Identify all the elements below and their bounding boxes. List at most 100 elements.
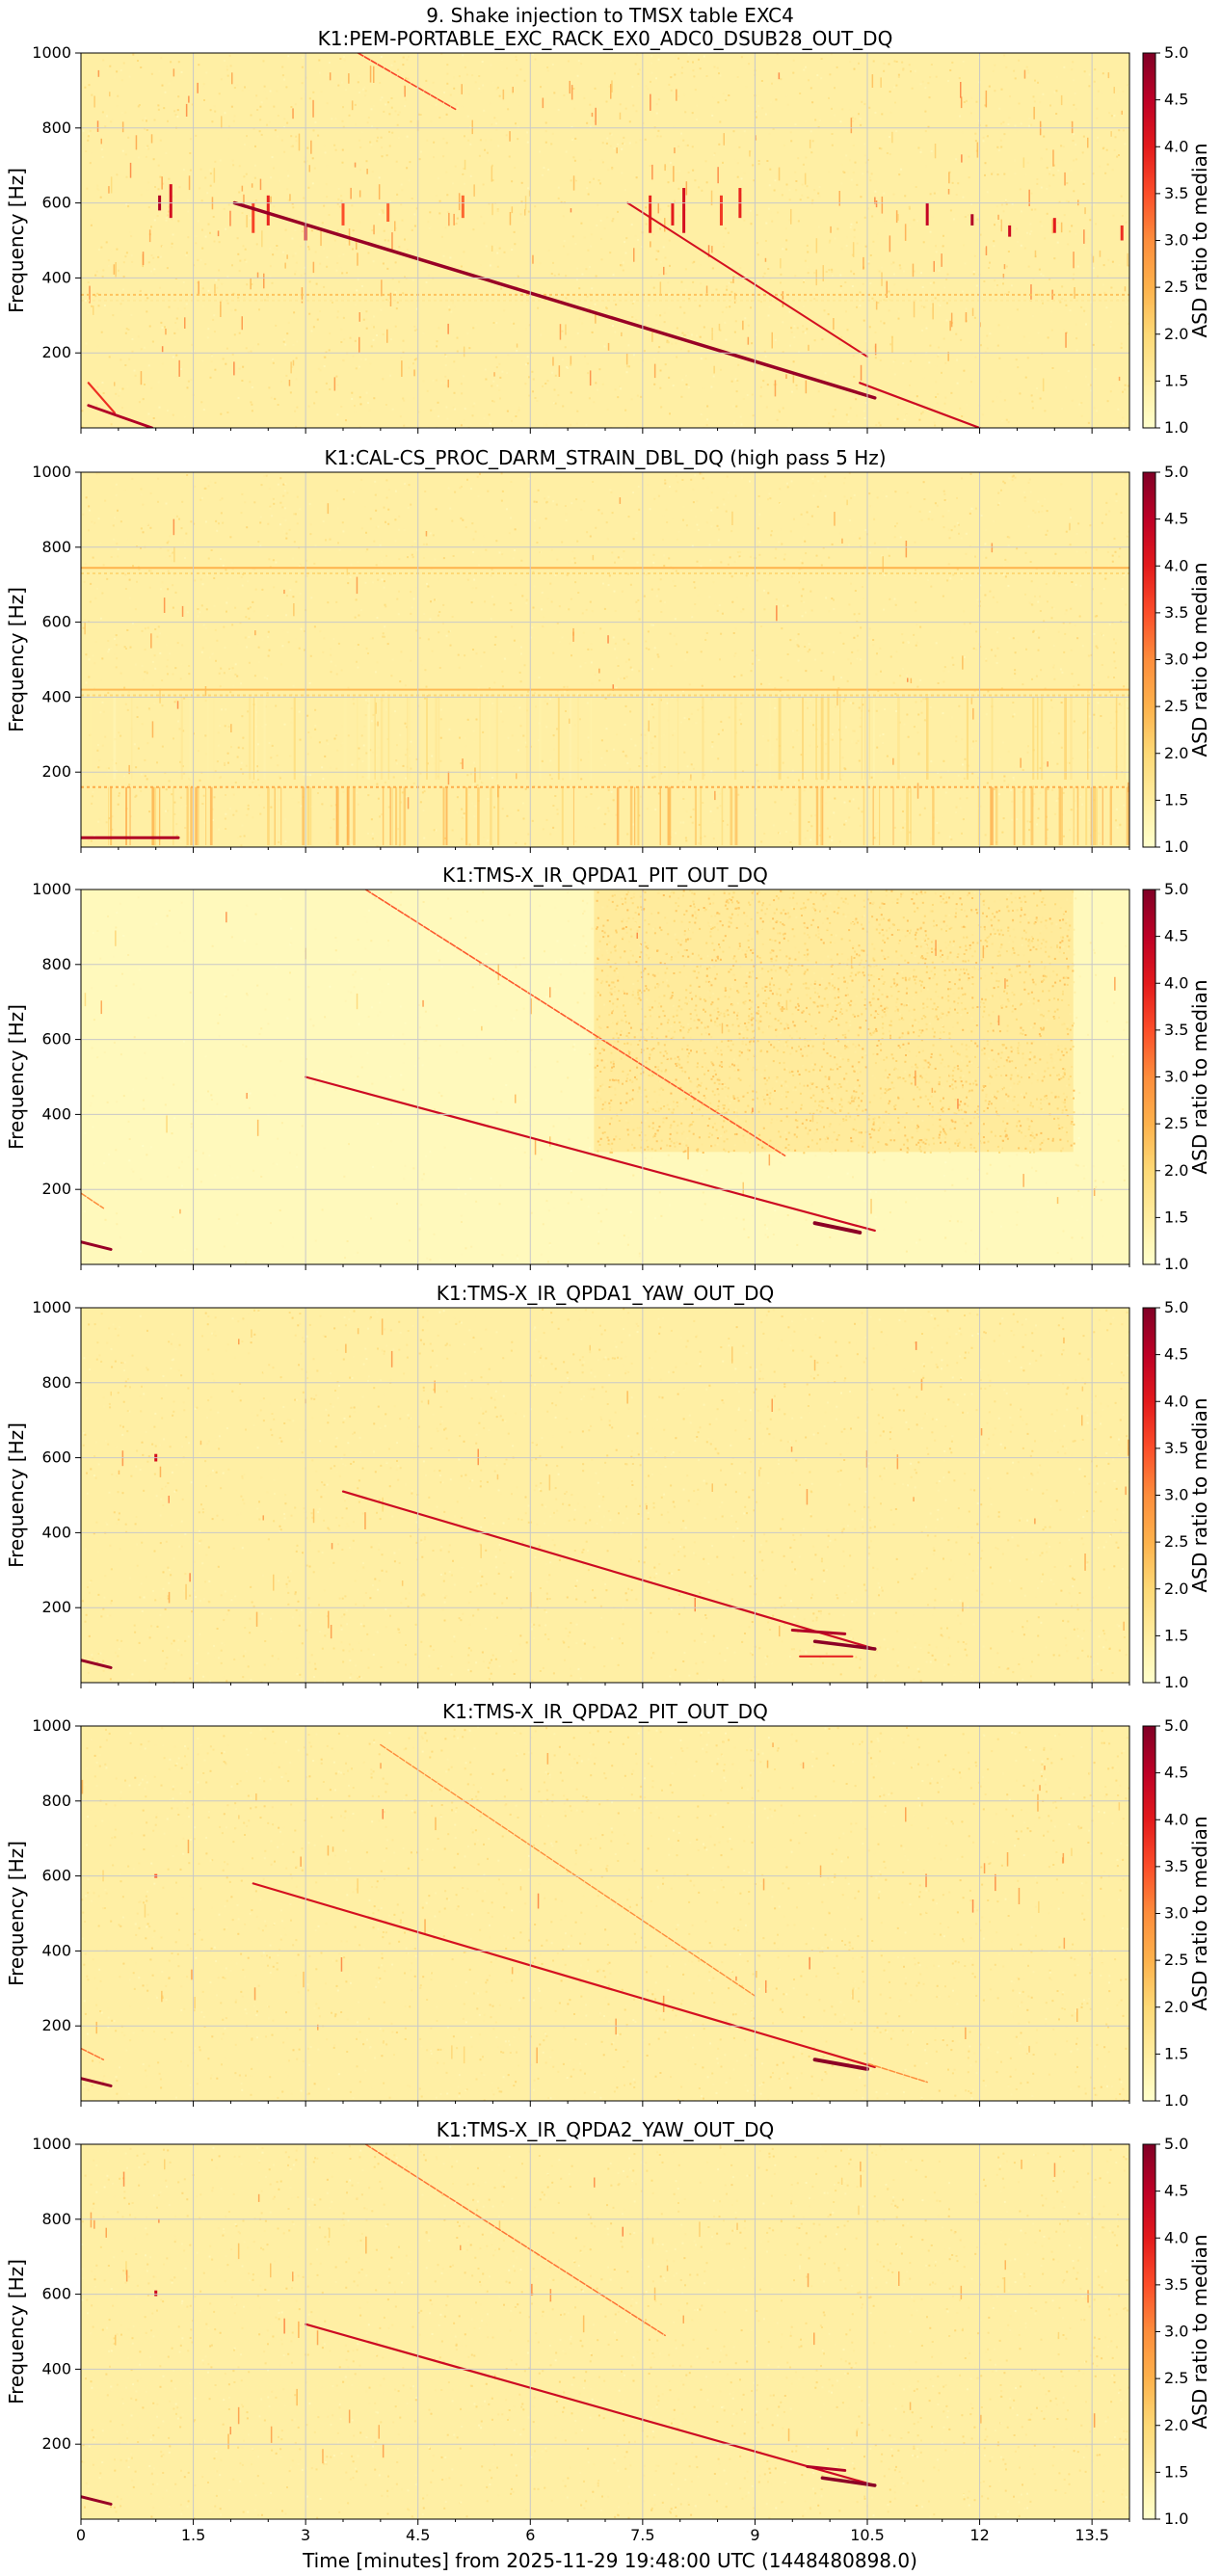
panel-4-ytick-label: 1000 — [32, 1716, 71, 1735]
panel-5-sweep-4 — [820, 2476, 877, 2487]
panel-5-xtick-label: 3 — [301, 2526, 310, 2544]
panel-4-ytick-label: 800 — [41, 1792, 71, 1810]
panel-0-cb-tick-label: 3.0 — [1164, 231, 1188, 250]
panel-2-cb-tick-label: 5.0 — [1164, 880, 1188, 898]
panel-3-cb-tick-label: 1.5 — [1164, 1626, 1188, 1644]
panel-2-cb-tick-label: 1.0 — [1164, 1255, 1188, 1273]
panel-2-heatmap — [81, 890, 1129, 1264]
panel-5-xtick-label: 6 — [525, 2526, 535, 2544]
panel-5-xtick-label: 9 — [750, 2526, 759, 2544]
panel-3: K1:TMS-X_IR_QPDA1_YAW_OUT_DQ 200 400 600 800… — [5, 1282, 1211, 1691]
panel-0-ylabel: Frequency [Hz] — [5, 168, 28, 313]
panel-3-ytick-label: 800 — [41, 1373, 71, 1392]
panel-0-cb-tick-label: 2.0 — [1164, 325, 1188, 343]
panel-0-vburst-2 — [252, 202, 255, 233]
panel-5-cb-tick-label: 2.5 — [1164, 2369, 1188, 2387]
panel-1-cb-tick-label: 3.5 — [1164, 603, 1188, 622]
panel-0-sweep-1 — [87, 404, 154, 428]
panel-2-title: K1:TMS-X_IR_QPDA1_PIT_OUT_DQ — [442, 863, 768, 887]
panel-0-vburst-9 — [671, 202, 675, 226]
panel-4-ylabel: Frequency [Hz] — [5, 1841, 28, 1986]
panel-3-ytick-label: 600 — [41, 1448, 71, 1467]
panel-3-cb-tick-label: 4.0 — [1164, 1392, 1188, 1410]
panel-2-sweep-4 — [81, 1192, 105, 1209]
panel-1-cb-tick-label: 1.5 — [1164, 790, 1188, 809]
panel-4-sweep-4 — [812, 2058, 869, 2071]
panel-2-sweep-1 — [364, 890, 786, 1156]
panel-4-cb-tick-label: 1.0 — [1164, 2091, 1188, 2110]
panel-4-cb-tick-label: 4.0 — [1164, 1810, 1188, 1828]
panel-1-cb-tick-label: 3.0 — [1164, 651, 1188, 669]
panel-2-noisy-region — [594, 890, 1075, 1155]
panel-3-sweep-1 — [341, 1490, 876, 1651]
panel-0-vburst-15 — [1008, 225, 1012, 237]
panel-3-heatmap — [81, 1308, 1129, 1683]
panel-5-sweep-0 — [81, 2495, 113, 2506]
panel-0-vburst-7 — [461, 195, 465, 219]
panel-3-sweep-0 — [81, 1659, 113, 1669]
panel-5-cb-tick-label: 1.0 — [1164, 2510, 1188, 2528]
panel-4-sweep-2 — [380, 1743, 756, 1997]
panel-4-heatmap-base — [81, 1726, 1129, 2101]
panel-1-ytick-label: 400 — [41, 687, 71, 705]
panel-5-ytick-label: 200 — [41, 2434, 71, 2453]
panel-2-ytick-label: 200 — [41, 1180, 71, 1198]
panel-2-ylabel: Frequency [Hz] — [5, 1004, 28, 1150]
panel-2-bursts — [84, 912, 1116, 1214]
panel-5-ytick-label: 600 — [41, 2285, 71, 2303]
panel-3-cb-tick-label: 1.0 — [1164, 1673, 1188, 1691]
panel-3-ytick-label: 1000 — [32, 1298, 71, 1316]
panel-0-cb-tick-label: 3.5 — [1164, 184, 1188, 202]
panel-0-vburst-5 — [341, 202, 345, 226]
panel-5-ytick-label: 400 — [41, 2359, 71, 2377]
panel-5-cb-tick-label: 4.0 — [1164, 2228, 1188, 2246]
panel-1-ylabel: Frequency [Hz] — [5, 587, 28, 732]
panel-1-vband-0 — [108, 786, 1129, 846]
panel-3-sweep-2 — [790, 1629, 847, 1635]
panel-4-bursts — [81, 1742, 1121, 2064]
panel-2-sweep-2 — [305, 1076, 876, 1233]
panel-5-cb-tick-label: 1.5 — [1164, 2462, 1188, 2481]
panel-3-cb-tick-label: 5.0 — [1164, 1298, 1188, 1316]
panel-5: K1:TMS-X_IR_QPDA2_YAW_OUT_DQ 0 1.5 3 4.5 6 7.5… — [5, 2118, 1211, 2544]
panel-2-ytick-label: 400 — [41, 1104, 71, 1123]
panel-0-vburst-16 — [1052, 218, 1056, 233]
panel-5-bursts — [90, 2159, 1096, 2464]
panel-5-cb-tick-label: 2.0 — [1164, 2416, 1188, 2434]
panel-1: K1:CAL-CS_PROC_DARM_STRAIN_DBL_DQ (high … — [5, 446, 1211, 856]
panel-5-sweep-2 — [305, 2323, 876, 2487]
panel-2-ytick-label: 600 — [41, 1030, 71, 1049]
panel-4-cb-tick-label: 5.0 — [1164, 1716, 1188, 1735]
panel-5-xtick-label: 10.5 — [850, 2526, 885, 2544]
panel-0-colorbar-label: ASD ratio to median — [1188, 143, 1211, 337]
panel-0-ytick-label: 400 — [41, 268, 71, 286]
panel-5-colorbar: 1.0 1.5 2.0 2.5 3.0 3.5 4.0 4.5 5.0 ASD ratio to … — [1142, 2135, 1211, 2528]
panel-2-ytick-label: 800 — [41, 955, 71, 973]
panel-0-vburst-8 — [649, 195, 652, 233]
panel-5-colorbar-label: ASD ratio to median — [1188, 2234, 1211, 2429]
panel-0-vburst-11 — [719, 195, 723, 226]
figure-xlabel: Time [minutes] from 2025-11-29 19:48:00 … — [302, 2549, 917, 2572]
panel-3-cb-tick-label: 2.5 — [1164, 1532, 1188, 1551]
panel-2-cb-tick-label: 1.5 — [1164, 1208, 1188, 1226]
panel-3-sweep-3 — [812, 1639, 877, 1651]
panel-4-cb-tick-label: 4.5 — [1164, 1764, 1188, 1782]
panel-0-cb-tick-label: 4.5 — [1164, 91, 1188, 109]
panel-5-noise — [81, 2144, 1129, 2519]
panel-5-xtick-label: 1.5 — [181, 2526, 205, 2544]
panel-0-vburst-6 — [386, 202, 390, 223]
panel-0-bursts — [89, 66, 1128, 397]
panel-4-sweep-1 — [81, 2047, 105, 2060]
panel-0-vburst-10 — [682, 188, 686, 233]
panel-2-grid — [80, 889, 1129, 1264]
panel-0-heatmap-base — [81, 53, 1129, 428]
panel-3-ytick-label: 200 — [41, 1598, 71, 1616]
panel-3-cb-tick-label: 3.0 — [1164, 1486, 1188, 1504]
panel-2-sweep-3 — [812, 1221, 863, 1235]
panel-5-ytick-label: 800 — [41, 2210, 71, 2228]
panel-0-ytick-label: 200 — [41, 343, 71, 361]
panel-4-sweep-3 — [252, 1882, 876, 2069]
panel-0-colorbar: 1.0 1.5 2.0 2.5 3.0 3.5 4.0 4.5 5.0 ASD ratio to … — [1142, 43, 1211, 437]
panel-2-colorbar: 1.0 1.5 2.0 2.5 3.0 3.5 4.0 4.5 5.0 ASD ratio to … — [1142, 880, 1211, 1273]
panel-0-cb-tick-label: 4.0 — [1164, 137, 1188, 155]
